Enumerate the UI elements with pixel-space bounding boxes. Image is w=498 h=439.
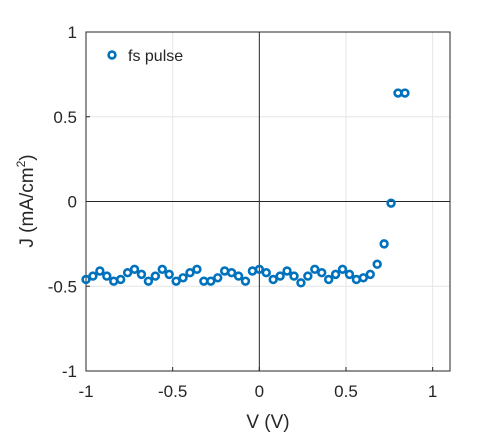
data-point bbox=[275, 271, 285, 281]
data-point bbox=[206, 276, 216, 286]
data-point bbox=[261, 267, 271, 278]
data-point bbox=[303, 271, 313, 281]
data-point bbox=[233, 271, 244, 281]
x-tick-label: -1 bbox=[78, 382, 93, 401]
data-point bbox=[358, 273, 369, 283]
y-axis-title-sup: 2 bbox=[14, 160, 28, 167]
data-point bbox=[164, 269, 174, 280]
data-point bbox=[88, 271, 98, 281]
y-tick-label: 1 bbox=[68, 23, 77, 42]
data-point bbox=[296, 278, 306, 288]
data-point bbox=[379, 239, 389, 249]
data-point bbox=[122, 267, 133, 278]
legend-marker bbox=[107, 50, 117, 60]
y-tick-label: 0.5 bbox=[53, 108, 77, 127]
data-point bbox=[330, 269, 341, 280]
data-point bbox=[323, 274, 334, 285]
data-point bbox=[178, 273, 188, 283]
x-tick-label: 0.5 bbox=[334, 382, 358, 401]
ticks bbox=[85, 31, 434, 372]
data-point bbox=[268, 274, 278, 285]
data-point bbox=[372, 259, 382, 269]
x-tick-label: 1 bbox=[428, 382, 437, 401]
y-axis-title-main: J (mA/cm bbox=[17, 167, 38, 247]
legend: fs pulse bbox=[107, 48, 183, 65]
legend-label: fs pulse bbox=[128, 48, 183, 65]
data-point bbox=[136, 269, 147, 280]
y-tick-label: 0 bbox=[68, 193, 77, 212]
y-tick-label: -1 bbox=[62, 362, 77, 381]
data-point bbox=[150, 271, 161, 281]
data-point bbox=[386, 198, 396, 208]
data-point bbox=[213, 273, 223, 283]
data-point bbox=[192, 264, 202, 274]
data-point bbox=[337, 264, 348, 274]
y-axis-title: J (mA/cm2) bbox=[14, 154, 38, 247]
data-point bbox=[81, 274, 91, 285]
data-point bbox=[171, 276, 181, 286]
data-point bbox=[102, 271, 112, 281]
data-point bbox=[365, 269, 375, 280]
data-point bbox=[226, 267, 237, 278]
y-tick-label: -0.5 bbox=[48, 277, 77, 296]
data-point bbox=[317, 267, 327, 278]
data-point bbox=[400, 88, 410, 98]
data-point bbox=[282, 266, 292, 276]
x-tick-label: 0 bbox=[255, 382, 264, 401]
data-point bbox=[289, 271, 299, 281]
x-axis-title: V (V) bbox=[246, 412, 289, 433]
tick-labels: -1 -0.5 0 0.5 1 -1 -0.5 0 0.5 1 bbox=[48, 23, 438, 401]
data-point bbox=[129, 264, 140, 274]
data-point bbox=[115, 274, 126, 285]
data-point bbox=[95, 266, 105, 276]
data-point bbox=[240, 276, 251, 286]
x-tick-label: -0.5 bbox=[158, 382, 187, 401]
y-axis-title-close: ) bbox=[17, 154, 38, 160]
data-point bbox=[344, 269, 355, 280]
data-point bbox=[310, 264, 320, 274]
data-point bbox=[157, 264, 167, 274]
data-point bbox=[185, 267, 195, 278]
data-markers bbox=[81, 88, 410, 288]
data-point bbox=[143, 276, 154, 286]
data-point bbox=[254, 264, 265, 274]
